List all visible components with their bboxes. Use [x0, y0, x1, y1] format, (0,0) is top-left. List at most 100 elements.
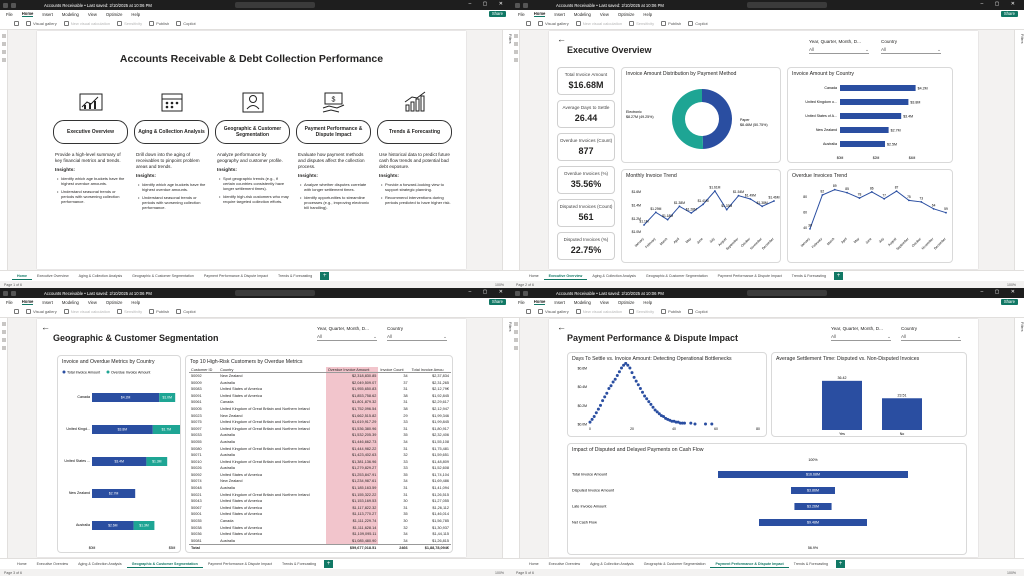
bar[interactable]	[822, 380, 862, 430]
table-row[interactable]: 50097 United Kingdom of Great Britain and…	[189, 425, 451, 433]
nav-card-1[interactable]: Aging & Collection Analysis Drill down i…	[134, 88, 209, 210]
country-metrics-chart[interactable]: Total Invoice Amount Overdue Invoice Amou…	[58, 365, 182, 553]
line-point[interactable]	[895, 190, 898, 193]
dax-view-icon[interactable]	[513, 58, 518, 62]
scatter-point[interactable]	[592, 415, 596, 419]
country-card[interactable]: Invoice Amount by Country Canada $4.2M Uni…	[787, 67, 953, 163]
tab-home[interactable]: Home	[529, 274, 539, 278]
sensitivity-button[interactable]: Sensitivity	[629, 21, 654, 26]
bar-overdue[interactable]	[159, 393, 176, 402]
line-point[interactable]	[821, 194, 824, 196]
line-point[interactable]	[725, 208, 728, 211]
dax-view-icon[interactable]	[513, 346, 518, 350]
date-slicer-value[interactable]: All	[831, 333, 891, 341]
date-slicer[interactable]: Year, Quarter, Month, D... All	[317, 326, 377, 341]
monthly-card[interactable]: Monthly Invoice Trend $1.0M $1.2M $1.4M $1.…	[621, 169, 781, 263]
window-controls[interactable]: – ▢ ✕	[980, 1, 1020, 7]
scatter-point[interactable]	[594, 411, 598, 415]
scatter-point[interactable]	[617, 370, 621, 374]
report-view-icon[interactable]	[513, 322, 518, 326]
bar-total[interactable]	[92, 457, 147, 466]
tab-executive-overview[interactable]: Executive Overview	[36, 562, 69, 566]
menu-home[interactable]: Home	[533, 299, 546, 305]
nav-button[interactable]: Executive Overview	[53, 120, 128, 144]
tab-geographic[interactable]: Geographic & Customer Segmentation	[643, 562, 706, 566]
publish-button[interactable]: Publish	[149, 309, 169, 314]
search-input[interactable]	[747, 2, 827, 8]
search-input[interactable]	[235, 290, 315, 296]
nav-card-0[interactable]: Executive Overview Provide a high-level …	[53, 88, 128, 204]
menu-home[interactable]: Home	[533, 11, 546, 17]
scatter-point[interactable]	[641, 390, 644, 394]
filters-pane[interactable]: Filters	[502, 318, 512, 558]
table-row[interactable]: 50033 Australia $1,532,205.39 35 $2,32,406	[189, 432, 451, 439]
menu-help[interactable]: Help	[131, 11, 141, 17]
funnel-bar[interactable]	[718, 471, 908, 478]
menu-optimize[interactable]: Optimize	[105, 11, 123, 17]
bar-total[interactable]	[92, 425, 153, 434]
funnel-bar[interactable]	[791, 487, 835, 494]
scatter-point[interactable]	[653, 408, 657, 412]
scatter-point[interactable]	[628, 366, 632, 370]
zoom-level[interactable]: 100%	[495, 282, 504, 287]
menu-optimize[interactable]: Optimize	[617, 11, 635, 17]
paste-button[interactable]	[526, 309, 531, 314]
nav-button[interactable]: Geographic & Customer Segmentation	[215, 120, 290, 144]
tab-trends[interactable]: Trends & Forecasting	[281, 562, 317, 566]
back-arrow-icon[interactable]: ←	[557, 34, 566, 44]
scatter-point[interactable]	[649, 402, 653, 406]
funnel-chart[interactable]: 100% Total Invoice Amount $16.68M Disputed …	[568, 453, 968, 555]
line-point[interactable]	[737, 194, 740, 197]
date-slicer-value[interactable]: All	[809, 46, 869, 54]
table-view-icon[interactable]	[513, 42, 518, 46]
tab-trends[interactable]: Trends & Forecasting	[793, 562, 828, 566]
table-row[interactable]: 50092 New Zealand $2,318,830.85 34 $2,37,834	[189, 372, 451, 380]
table-row[interactable]: 50075 United Kingdom of Great Britain and…	[189, 418, 451, 426]
table-row[interactable]: 50071 Australia $1,423,402.63 32 $1,59,651	[189, 451, 451, 459]
funnel-bar[interactable]	[759, 519, 867, 526]
tab-executive-overview[interactable]: Executive Overview	[548, 562, 581, 566]
window-controls[interactable]: – ▢ ✕	[980, 289, 1020, 295]
add-page-button[interactable]: +	[834, 272, 844, 280]
scatter-point[interactable]	[710, 422, 714, 426]
menu-insert[interactable]: Insert	[42, 299, 53, 305]
scatter-point[interactable]	[590, 417, 594, 421]
line-point[interactable]	[908, 199, 910, 202]
line-point[interactable]	[678, 205, 681, 208]
sensitivity-button[interactable]: Sensitivity	[117, 21, 142, 26]
country-slicer-value[interactable]: All	[881, 46, 941, 54]
line-point[interactable]	[858, 197, 861, 199]
table-row[interactable]: 50061 Canada $1,801,879.32 31 $2,29,617	[189, 399, 451, 406]
scatter-point[interactable]	[683, 421, 686, 425]
kpi-card[interactable]: Disputed Invoices (%) 22.75%	[557, 232, 615, 260]
table-row[interactable]: 50009 Australia $2,049,509.07 37 $2,31,265	[189, 379, 451, 386]
menu-home[interactable]: Home	[21, 299, 34, 305]
filters-pane[interactable]: Filters	[1014, 318, 1024, 558]
col-overdue-amount[interactable]: Overdue Invoice Amount	[325, 367, 379, 374]
zoom-level[interactable]: 100%	[495, 570, 504, 575]
menu-help[interactable]: Help	[643, 11, 653, 17]
model-view-icon[interactable]	[513, 50, 518, 54]
scatter-point[interactable]	[689, 421, 693, 425]
table-row[interactable]: 50043 United States of America $1,153,169.…	[189, 497, 451, 505]
line-point[interactable]	[809, 227, 811, 230]
bar[interactable]	[882, 398, 922, 430]
table-row[interactable]: 50081 Australia $1,085,480.90 34 $1,26,815	[189, 537, 451, 545]
table-row[interactable]: 50048 Australia $1,185,163.59 31 $1,41,094	[189, 484, 451, 492]
search-input[interactable]	[235, 2, 315, 8]
sensitivity-button[interactable]: Sensitivity	[629, 309, 654, 314]
table-row[interactable]: 50026 Australia $1,279,829.27 33 $1,52,608	[189, 465, 451, 472]
menu-help[interactable]: Help	[131, 299, 141, 305]
scatter-point[interactable]	[622, 363, 626, 367]
donut-chart[interactable]: Electronic$8.27M (49.25%) Paper$8.46M (50…	[622, 77, 782, 163]
tab-executive-overview[interactable]: Executive Overview	[37, 274, 69, 278]
line-point[interactable]	[870, 191, 873, 193]
tab-payment[interactable]: Payment Performance & Dispute Impact	[207, 562, 272, 566]
visual-gallery-button[interactable]: Visual gallery	[26, 309, 57, 314]
scatter-point[interactable]	[605, 391, 609, 395]
table-row[interactable]: 50036 United States of America $1,109,095.…	[189, 530, 451, 538]
back-arrow-icon[interactable]: ←	[41, 322, 50, 332]
date-slicer[interactable]: Year, Quarter, Month, D... All	[831, 326, 891, 341]
copilot-button[interactable]: Copilot	[176, 309, 196, 314]
settlement-card[interactable]: Average Settlement Time: Disputed vs. No…	[771, 352, 967, 437]
